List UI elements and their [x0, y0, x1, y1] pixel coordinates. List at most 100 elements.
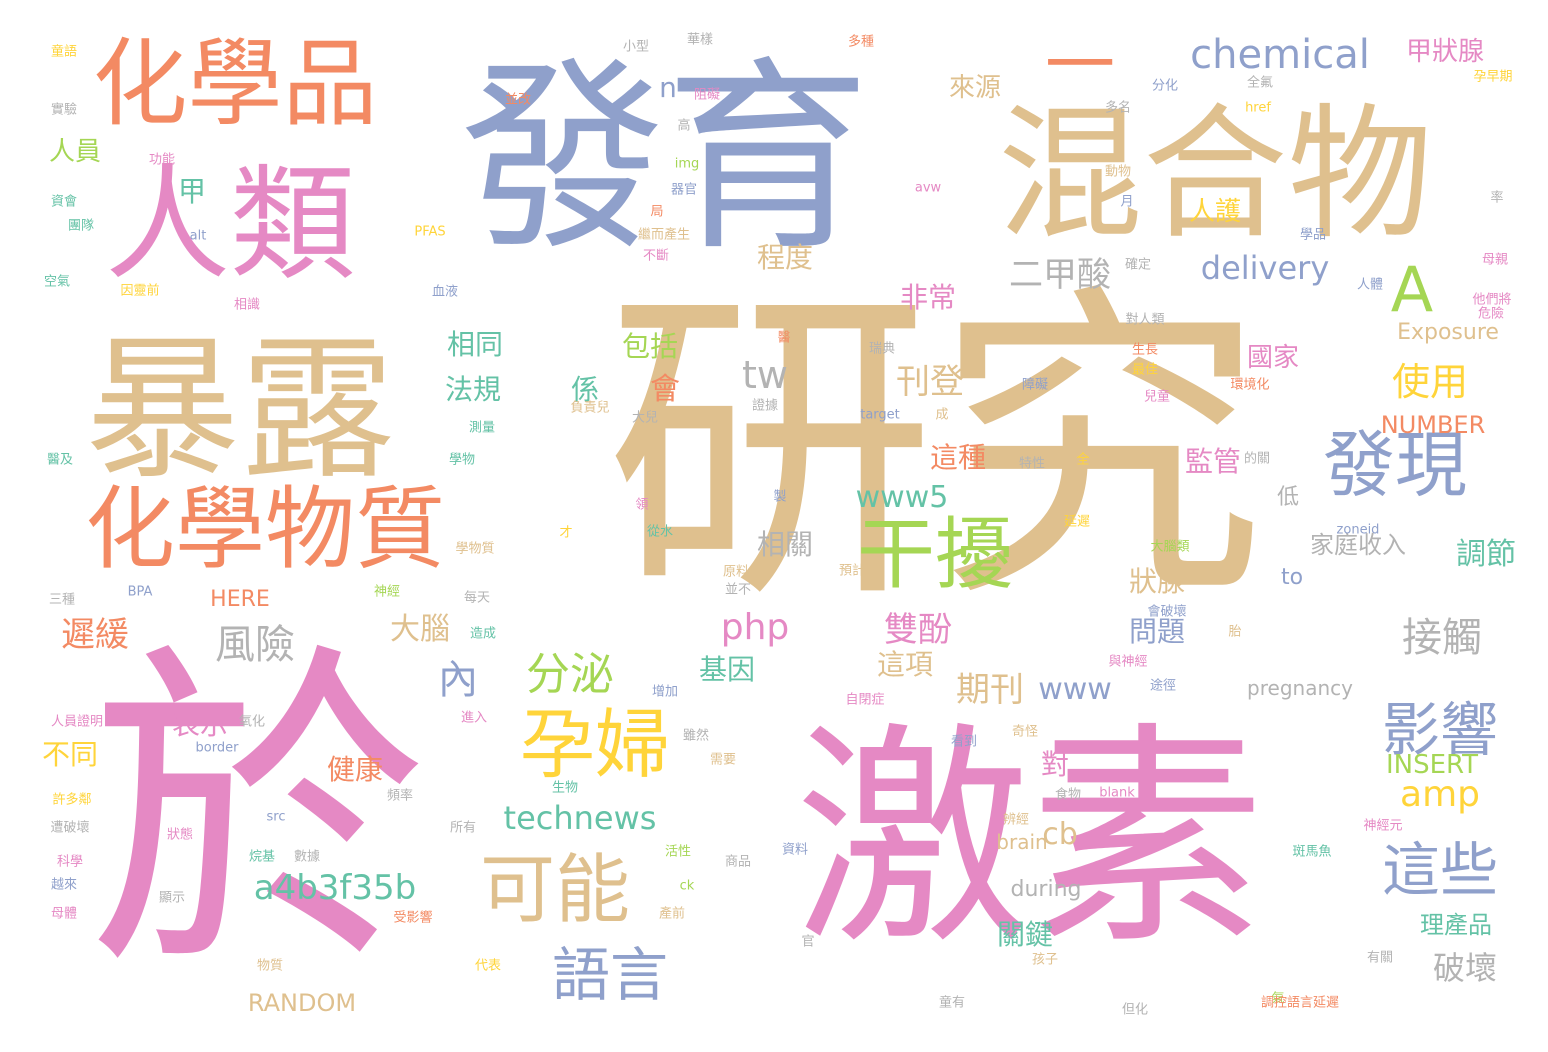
- word-during: during: [1010, 877, 1082, 902]
- word-tiaokong: 調控語言延遲: [1260, 995, 1340, 1011]
- word-chengdu: 程度: [756, 241, 814, 274]
- word-keneng: 可能: [479, 845, 631, 934]
- word-butong: 不同: [41, 738, 99, 771]
- word-yuelai: 越來: [50, 877, 78, 893]
- word-xiangguan: 相關: [756, 528, 814, 561]
- word-yuyan: 語言: [551, 941, 669, 1009]
- word-shiyong: 使用: [1391, 360, 1469, 404]
- word-zhexiang: 這項: [876, 648, 934, 681]
- word-di: 低: [1276, 485, 1300, 510]
- word-renyuan: 人員: [48, 137, 102, 167]
- word-tai: 胎: [1228, 624, 1242, 640]
- word-wuzhi: 物質: [256, 958, 284, 974]
- word-muti: 母體: [50, 906, 78, 922]
- word-suiran: 雖然: [682, 728, 710, 744]
- word-baokuo: 包括: [621, 330, 679, 363]
- word-buduan: 不斷: [642, 248, 670, 264]
- word-href: href: [1245, 100, 1271, 116]
- word-random: RANDOM: [247, 989, 357, 1017]
- word-jiankang: 健康: [326, 753, 384, 786]
- word-xuewuzhi: 學物質: [455, 541, 495, 557]
- word-biaoshi: 表示: [171, 708, 229, 741]
- word-qiguai: 奇怪: [1011, 724, 1039, 740]
- word-weixian: 危險: [1477, 306, 1505, 322]
- word-laiyuan: 來源: [948, 73, 1002, 103]
- word-yue: 月: [1120, 194, 1134, 210]
- word-congshui: 從水: [646, 524, 674, 540]
- word-amp: amp: [1400, 774, 1480, 815]
- word-www: www: [1038, 672, 1112, 707]
- word-queding: 確定: [1124, 257, 1152, 273]
- word-a4b3f35b: a4b3f35b: [253, 868, 417, 908]
- word-yu: 於: [88, 617, 428, 1013]
- word-fuershengsheng: 繼而產生: [637, 227, 691, 243]
- word-huoxing: 活性: [664, 844, 692, 860]
- word-kandeng: 刊登: [896, 362, 964, 402]
- word-renlei: 人類: [105, 152, 355, 298]
- word-bianjiang: 辨經: [1002, 812, 1030, 828]
- word-target: target: [860, 407, 900, 423]
- word-zaocheng: 造成: [469, 626, 497, 642]
- word-insert: INSERT: [1385, 750, 1479, 780]
- word-shengwu: 生物: [551, 780, 579, 796]
- word-bingbu: 並不: [724, 582, 752, 598]
- word-huipohuai: 會破壞: [1147, 604, 1187, 620]
- word-here: HERE: [210, 587, 270, 612]
- word-chanqian: 產前: [658, 906, 686, 922]
- word-yi2: 醫: [777, 330, 791, 346]
- word-ju: 局: [650, 204, 664, 220]
- word-fenmi: 分泌: [526, 649, 614, 700]
- word-xi: 係: [570, 373, 600, 406]
- word-shiwu: 食物: [1054, 787, 1082, 803]
- word-guanjian: 關鍵: [996, 918, 1054, 951]
- word-jia: 甲: [177, 175, 207, 208]
- word-hui: 會: [650, 372, 680, 407]
- word-cheng: 成: [935, 407, 949, 423]
- word-yunzaoqi: 孕早期: [1473, 69, 1513, 85]
- word-xiangtong: 相同: [446, 328, 504, 361]
- word-xianshi: 顯示: [158, 890, 186, 906]
- word-jiyin: 基因: [698, 653, 756, 686]
- word-pinlv: 頻率: [386, 788, 414, 804]
- word-yi: 一: [1045, 24, 1115, 106]
- word-yiji: 醫及: [46, 452, 74, 468]
- word-xueye: 血液: [431, 284, 459, 300]
- word-xuduo: 許多鄰: [52, 792, 92, 808]
- word-yinyou: 因靈前: [120, 283, 160, 299]
- word-n: n: [659, 71, 677, 104]
- word-baolu: 暴露: [85, 319, 395, 501]
- word-shenjingyuan: 神經元: [1363, 818, 1403, 834]
- word-wenti: 問題: [1128, 615, 1186, 648]
- word-daibiao: 代表: [474, 958, 502, 974]
- word-shengzhang: 生長: [1131, 342, 1159, 358]
- word-zoneid: zoneid: [1336, 522, 1380, 538]
- word-zhengju: 證據: [751, 398, 779, 414]
- word-gongneng: 功能: [148, 152, 176, 168]
- word-ling: 領: [635, 497, 649, 513]
- word-ertong: 兒童: [1143, 389, 1171, 405]
- word-ck: ck: [679, 878, 695, 894]
- word-jiechu: 接觸: [1402, 615, 1482, 661]
- word-kexue: 科學: [56, 854, 84, 870]
- word-fengxian: 風險: [215, 622, 295, 668]
- word-tuandui: 團隊: [67, 218, 95, 234]
- word-hunhewu: 混合物: [997, 90, 1433, 260]
- word-www5: www5: [855, 480, 949, 515]
- word-src: src: [266, 809, 286, 825]
- word-shiyan: 實驗: [50, 102, 78, 118]
- word-border: border: [195, 740, 239, 756]
- word-banmayu: 斑馬魚: [1292, 844, 1332, 860]
- word-blank: blank: [1099, 785, 1135, 801]
- word-tujing: 途徑: [1149, 678, 1177, 694]
- word-quan: 全: [1076, 452, 1090, 468]
- word-yushenjing: 與神經: [1108, 654, 1148, 670]
- word-xuewu: 學物: [448, 452, 476, 468]
- word-haizi: 孩子: [1031, 952, 1059, 968]
- word-zhangai: 障礙: [1021, 377, 1049, 393]
- word-php: php: [720, 607, 790, 648]
- word-to: to: [1280, 565, 1304, 590]
- word-fenji: 烷基: [248, 849, 276, 865]
- word-nianpin: 學品: [1299, 227, 1327, 243]
- word-bpa: BPA: [127, 584, 153, 600]
